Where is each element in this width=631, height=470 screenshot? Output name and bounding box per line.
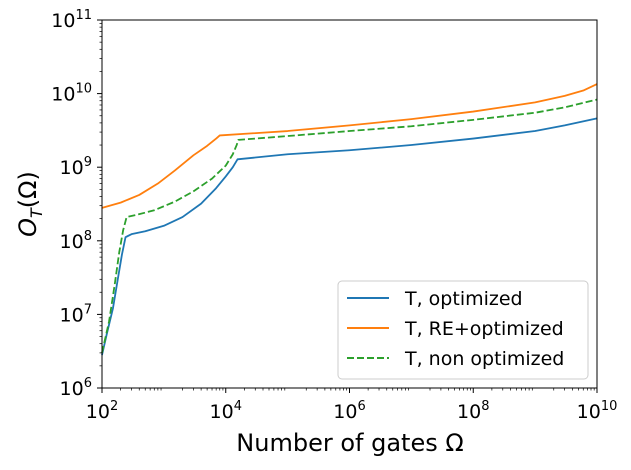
y-tick-label: 107	[60, 302, 92, 326]
y-tick-label: 1011	[51, 8, 92, 32]
legend-box	[337, 280, 589, 380]
y-axis-title-arg: (Ω)	[14, 171, 42, 208]
series-line-1	[101, 83, 598, 209]
plot-frame	[101, 19, 598, 389]
y-axis-title-sub: T	[27, 207, 46, 218]
x-tick-label: 104	[210, 399, 242, 423]
y-tick-label: 106	[60, 376, 92, 400]
legend-label-non-optimized: T, non optimized	[404, 348, 564, 370]
x-tick-label: 108	[457, 399, 489, 423]
y-axis-title: OT(Ω)	[14, 171, 46, 237]
y-tick-labels: 106 107 108 109 1010 1011	[51, 8, 92, 400]
legend: T, optimized T, RE+optimized T, non opti…	[337, 280, 589, 380]
legend-label-re-optimized: T, RE+optimized	[404, 318, 564, 340]
x-tick-label: 102	[86, 399, 118, 423]
y-tick-label: 109	[60, 155, 92, 179]
y-axis-title-main: O	[14, 218, 42, 237]
y-tick-label: 1010	[51, 82, 92, 106]
major-ticks	[97, 19, 598, 393]
legend-label-optimized: T, optimized	[404, 288, 523, 310]
y-tick-label: 108	[60, 229, 92, 253]
x-tick-label: 1010	[577, 399, 618, 423]
x-tick-labels: 102 104 106 108 1010	[86, 399, 618, 423]
series-line-2	[101, 98, 598, 354]
series-lines	[101, 83, 598, 356]
x-axis-title: Number of gates Ω	[236, 429, 463, 457]
series-line-0	[101, 117, 598, 356]
x-tick-label: 106	[333, 399, 365, 423]
